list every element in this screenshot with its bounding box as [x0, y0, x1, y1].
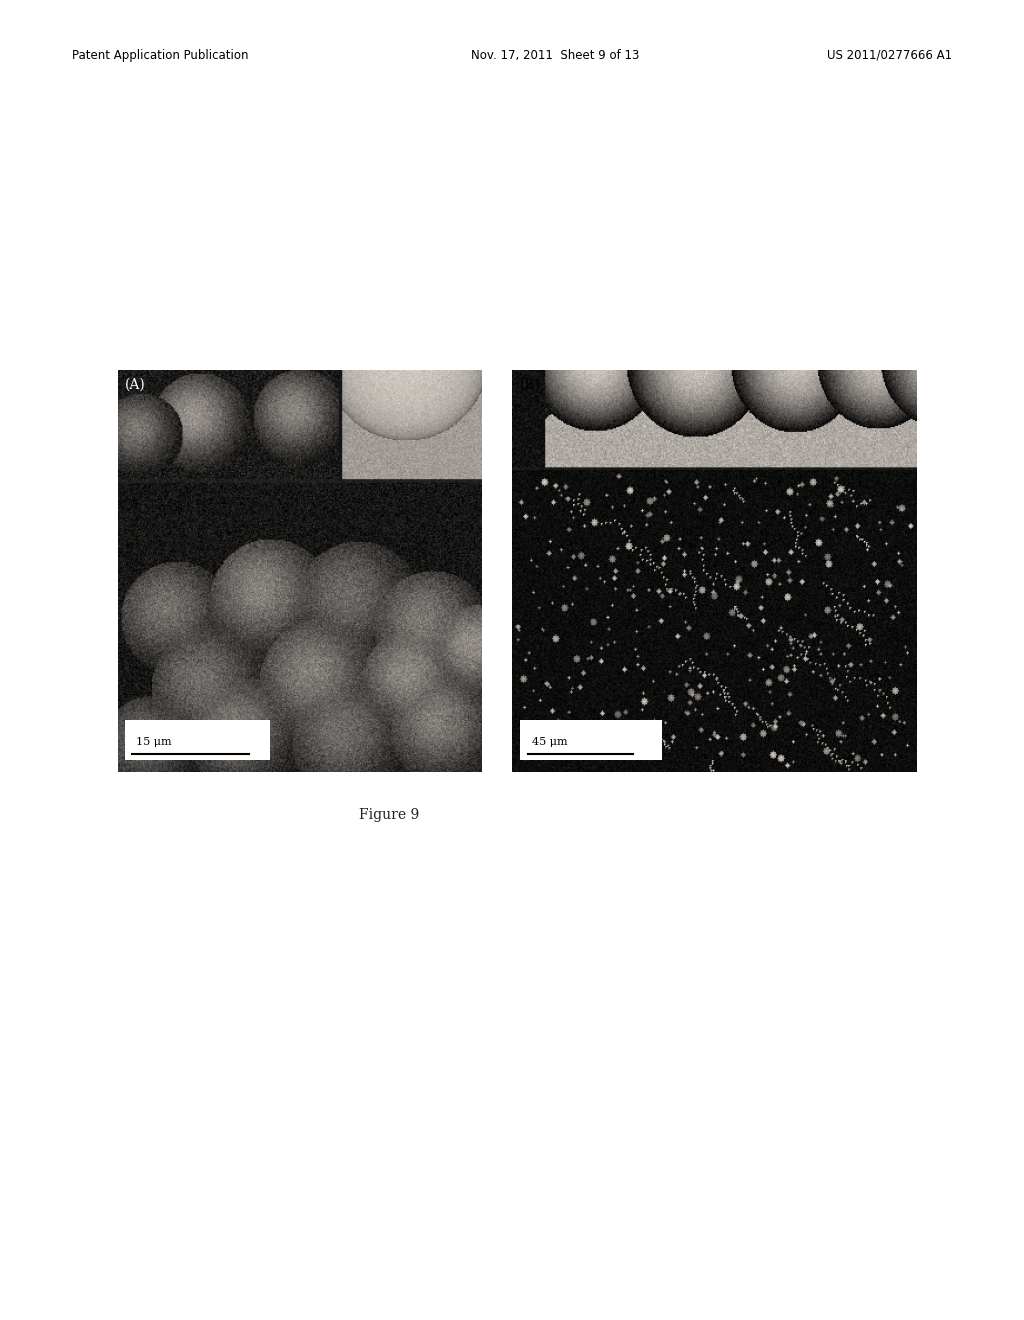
Text: (B): (B) — [520, 378, 541, 392]
Text: US 2011/0277666 A1: US 2011/0277666 A1 — [827, 49, 952, 62]
Bar — [125, 719, 270, 760]
Text: Nov. 17, 2011  Sheet 9 of 13: Nov. 17, 2011 Sheet 9 of 13 — [471, 49, 639, 62]
Text: (A): (A) — [125, 378, 145, 392]
Bar — [520, 719, 662, 760]
Text: Patent Application Publication: Patent Application Publication — [72, 49, 248, 62]
Text: 15 μm: 15 μm — [136, 737, 172, 747]
Text: Figure 9: Figure 9 — [359, 808, 419, 822]
Text: 45 μm: 45 μm — [532, 737, 568, 747]
